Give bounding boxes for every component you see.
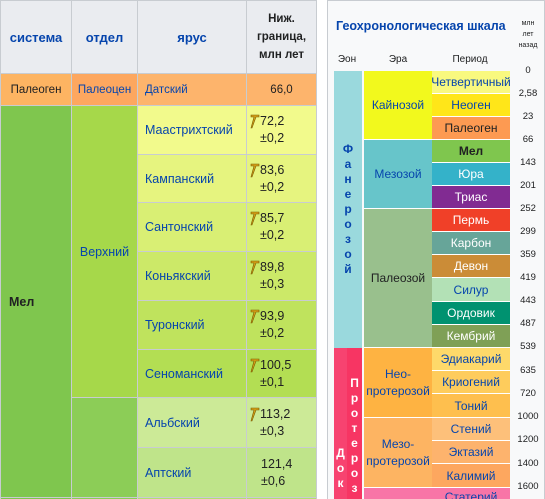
stage-aptian[interactable]: Аптский: [137, 447, 247, 498]
era-cenozoic[interactable]: Кайнозой: [364, 71, 432, 140]
era-mesoproterozoic[interactable]: Мезо- протерозой: [364, 418, 432, 488]
col-header-period: Период: [452, 54, 488, 65]
col-header-era: Эра: [388, 54, 408, 65]
age-label: 252: [520, 203, 536, 214]
period-neogene[interactable]: Неоген: [432, 94, 510, 117]
golden-spike-icon[interactable]: [250, 358, 260, 373]
stratigraphy-table: система отдел ярус Ниж. граница, млн лет…: [0, 0, 317, 499]
period-ediacaran[interactable]: Эдиакарий: [432, 348, 510, 371]
series-paleocene[interactable]: Палеоцен: [71, 73, 138, 106]
age-label: 539: [520, 341, 536, 352]
age-label: 419: [520, 272, 536, 283]
table-row: Туронский 93,9 ±0,2: [1, 300, 317, 350]
period-calymmian[interactable]: Калимий: [432, 464, 510, 488]
period-triassic[interactable]: Триас: [432, 186, 510, 209]
system-paleogene[interactable]: Палеоген: [0, 73, 72, 106]
period-cambrian[interactable]: Кембрий: [432, 325, 510, 348]
table-row: Коньякский 89,8 ±0,3: [1, 251, 317, 301]
period-stenian[interactable]: Стений: [432, 418, 510, 441]
period-silurian[interactable]: Силур: [432, 278, 510, 302]
value-santonian: 85,7 ±0,2: [246, 202, 317, 252]
stage-coniacian[interactable]: Коньякский: [137, 251, 247, 301]
era-neoproterozoic[interactable]: Нео- протерозой: [364, 348, 432, 418]
series-lower[interactable]: [71, 397, 138, 498]
stage-campanian[interactable]: Кампанский: [137, 154, 247, 203]
stage-santonian[interactable]: Сантонский: [137, 202, 247, 252]
era-paleoproterozoic[interactable]: [364, 488, 432, 499]
period-tonian[interactable]: Тоний: [432, 394, 510, 418]
system-mel[interactable]: Мел: [0, 105, 72, 498]
geochron-title[interactable]: Геохронологическая шкала: [336, 19, 506, 33]
stage-maastrichtian[interactable]: Маастрихтский: [137, 105, 247, 155]
table-row: Мел Верхний Маастрихтский 72,2 ±0,2: [0, 105, 317, 498]
value-aptian: 121,4 ±0,6: [246, 447, 317, 498]
geochronological-scale: Геохронологическая шкала млн лет назад Э…: [327, 0, 545, 499]
age-label: 635: [520, 365, 536, 376]
golden-spike-icon[interactable]: [250, 163, 260, 178]
age-label: 359: [520, 249, 536, 260]
value-cenomanian: 100,5 ±0,1: [246, 349, 317, 398]
golden-spike-icon[interactable]: [250, 114, 260, 129]
era-mesozoic[interactable]: Мезозой: [364, 140, 432, 209]
period-devonian[interactable]: Девон: [432, 255, 510, 278]
value-turonian: 93,9 ±0,2: [246, 300, 317, 350]
age-label: 299: [520, 226, 536, 237]
stage-turonian[interactable]: Туронский: [137, 300, 247, 350]
age-label: 1600: [517, 481, 539, 492]
stage-cenomanian[interactable]: Сеноманский: [137, 349, 247, 398]
period-permian[interactable]: Пермь: [432, 209, 510, 232]
header-lower-bound: Ниж. граница, млн лет: [246, 0, 317, 74]
value-danian: 66,0: [246, 73, 317, 106]
value-maastrichtian: 72,2 ±0,2: [246, 105, 317, 155]
age-label: 66: [522, 134, 534, 145]
header-stage[interactable]: ярус: [137, 0, 247, 74]
table-row: Палеоген Палеоцен Датский 66,0: [0, 73, 317, 106]
series-upper[interactable]: Верхний: [71, 105, 138, 398]
golden-spike-icon[interactable]: [250, 211, 260, 226]
age-label: 1400: [517, 458, 539, 469]
table-row: Аптский 121,4 ±0,6: [1, 447, 317, 498]
eon-phanerozoic[interactable]: Ф а н е р о з о й: [334, 71, 362, 348]
golden-spike-icon[interactable]: [250, 407, 260, 422]
value-albian: 113,2 ±0,3: [246, 397, 317, 448]
table-row: Сантонский 85,7 ±0,2: [1, 202, 317, 252]
period-cryogenian[interactable]: Криогений: [432, 371, 510, 394]
age-header: млн лет назад: [518, 20, 538, 49]
era-paleozoic[interactable]: Палеозой: [364, 209, 432, 348]
stage-danian[interactable]: Датский: [137, 73, 247, 106]
period-ectasian[interactable]: Эктазий: [432, 441, 510, 464]
golden-spike-icon[interactable]: [250, 309, 260, 324]
eon-precambrian[interactable]: Д о к: [334, 348, 347, 499]
age-label: 1000: [517, 411, 539, 422]
period-jurassic[interactable]: Юра: [432, 163, 510, 186]
table-row: Сеноманский 100,5 ±0,1: [1, 349, 317, 398]
period-quaternary[interactable]: Четвертичный: [431, 71, 511, 94]
age-label: 201: [520, 180, 536, 191]
golden-spike-icon[interactable]: [250, 260, 260, 275]
period-cretaceous[interactable]: Мел: [432, 140, 510, 163]
age-label: 1200: [517, 434, 539, 445]
period-paleogene[interactable]: Палеоген: [432, 117, 510, 140]
eon-proterozoic[interactable]: П р о т е р о з: [347, 348, 362, 499]
value-coniacian: 89,8 ±0,3: [246, 251, 317, 301]
age-label: 143: [520, 157, 536, 168]
header-system[interactable]: система: [0, 0, 72, 74]
age-label: 0: [525, 65, 531, 76]
period-statherian[interactable]: Статерий: [432, 488, 510, 499]
period-carboniferous[interactable]: Карбон: [432, 232, 510, 255]
age-label: 23: [522, 111, 534, 122]
header-series[interactable]: отдел: [71, 0, 138, 74]
table-row: Альбский 113,2 ±0,3: [1, 397, 317, 498]
age-label: 720: [520, 388, 536, 399]
value-campanian: 83,6 ±0,2: [246, 154, 317, 203]
table-row: Кампанский 83,6 ±0,2: [1, 154, 317, 203]
age-label: 2,58: [518, 88, 538, 99]
stage-albian[interactable]: Альбский: [137, 397, 247, 448]
age-label: 443: [520, 295, 536, 306]
age-label: 487: [520, 318, 536, 329]
col-header-eon: Эон: [337, 54, 357, 65]
period-ordovician[interactable]: Ордовик: [432, 302, 510, 325]
